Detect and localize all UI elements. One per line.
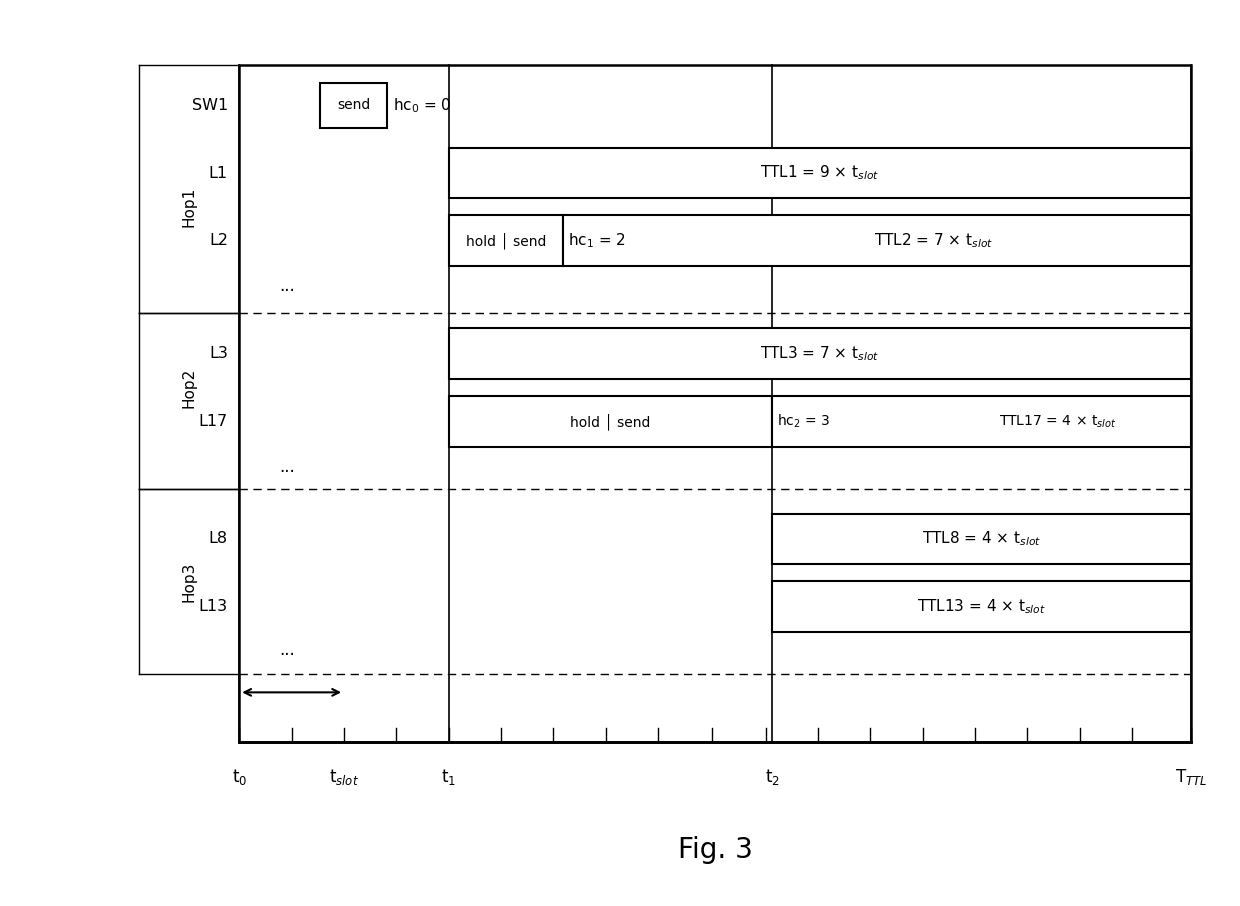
Text: Hop1: Hop1 [182, 188, 197, 227]
Text: hc$_0$ = 0: hc$_0$ = 0 [393, 96, 453, 115]
Bar [239, 64, 1192, 742]
Text: L1: L1 [208, 166, 228, 180]
Text: Fig. 3: Fig. 3 [678, 836, 753, 864]
Text: TTL13 = 4 × t$_{slot}$: TTL13 = 4 × t$_{slot}$ [918, 597, 1047, 616]
Text: T$_{TTL}$: T$_{TTL}$ [1174, 767, 1208, 787]
Text: TTL1 = 9 × t$_{slot}$: TTL1 = 9 × t$_{slot}$ [760, 164, 879, 182]
Text: t$_{slot}$: t$_{slot}$ [329, 767, 360, 787]
Text: L3: L3 [210, 346, 228, 361]
Text: L17: L17 [198, 414, 228, 429]
Bar [449, 328, 1192, 379]
Text: t$_1$: t$_1$ [441, 767, 456, 787]
Text: hold │ send: hold │ send [570, 413, 651, 429]
Text: L8: L8 [208, 531, 228, 546]
Bar [449, 148, 1192, 198]
Text: ...: ... [279, 641, 295, 659]
Text: TTL2 = 7 × t$_{slot}$: TTL2 = 7 × t$_{slot}$ [874, 231, 993, 250]
Bar [773, 396, 1192, 447]
Text: Hop3: Hop3 [182, 562, 197, 602]
Text: send: send [337, 98, 371, 112]
Bar [320, 82, 387, 128]
Bar [773, 582, 1192, 631]
Text: ...: ... [279, 277, 295, 295]
Text: hc$_2$ = 3: hc$_2$ = 3 [777, 413, 831, 430]
Text: TTL8 = 4 × t$_{slot}$: TTL8 = 4 × t$_{slot}$ [923, 529, 1042, 548]
Text: t$_0$: t$_0$ [232, 767, 247, 787]
Text: L13: L13 [198, 599, 228, 614]
Text: SW1: SW1 [192, 98, 228, 112]
Text: ...: ... [279, 458, 295, 476]
Text: TTL17 = 4 × t$_{slot}$: TTL17 = 4 × t$_{slot}$ [999, 413, 1116, 429]
Bar [773, 514, 1192, 564]
Text: TTL3 = 7 × t$_{slot}$: TTL3 = 7 × t$_{slot}$ [760, 344, 879, 363]
Bar [449, 216, 563, 266]
Text: L2: L2 [208, 233, 228, 248]
Text: hold │ send: hold │ send [465, 233, 546, 249]
Text: hc$_1$ = 2: hc$_1$ = 2 [568, 231, 626, 250]
Text: Hop2: Hop2 [182, 368, 197, 408]
Text: t$_2$: t$_2$ [765, 767, 780, 787]
Bar [563, 216, 1192, 266]
Bar [449, 396, 773, 447]
